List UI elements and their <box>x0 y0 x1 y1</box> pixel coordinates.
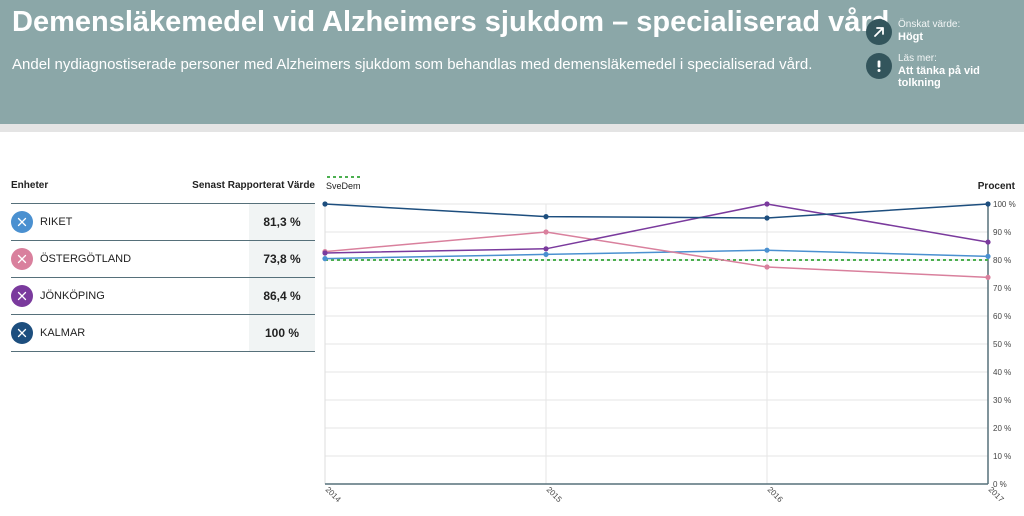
y-tick-label: 80 % <box>993 256 1011 265</box>
desired-value: Högt <box>898 31 924 43</box>
unit-name: RIKET <box>40 216 73 228</box>
y-tick-label: 40 % <box>993 368 1011 377</box>
table-row: ÖSTERGÖTLAND 73,8 % <box>11 241 315 278</box>
data-point <box>543 229 549 235</box>
y-tick-label: 30 % <box>993 396 1011 405</box>
unit-name: ÖSTERGÖTLAND <box>40 253 132 265</box>
exclamation-icon[interactable] <box>866 53 892 79</box>
data-point <box>322 256 328 262</box>
data-point <box>543 214 549 220</box>
unit-name: KALMAR <box>40 327 86 339</box>
data-point <box>322 201 328 207</box>
data-point <box>985 253 991 259</box>
unit-value: 100 % <box>249 315 315 351</box>
close-icon[interactable] <box>11 248 33 270</box>
data-point <box>764 215 770 221</box>
data-point <box>764 247 770 253</box>
x-tick-label: 2016 <box>766 485 785 504</box>
table-row: RIKET 81,3 % <box>11 204 315 241</box>
y-axis-title: Procent <box>978 181 1016 192</box>
desired-value-label: Önskat värde: <box>898 19 961 30</box>
y-tick-label: 60 % <box>993 312 1011 321</box>
x-tick-label: 2015 <box>545 485 564 504</box>
series-line <box>324 203 989 254</box>
y-tick-label: 50 % <box>993 340 1011 349</box>
y-tick-label: 100 % <box>993 200 1016 209</box>
page-title: Demensläkemedel vid Alzheimers sjukdom –… <box>12 6 890 38</box>
header-divider <box>0 124 1024 132</box>
data-point <box>543 246 549 252</box>
desired-value-info: Önskat värde: Högt <box>866 19 960 45</box>
units-table: Enheter Senast Rapporterat Värde RIKET 81… <box>11 172 315 352</box>
table-header: Enheter Senast Rapporterat Värde <box>11 172 315 204</box>
y-tick-label: 90 % <box>993 228 1011 237</box>
unit-value: 81,3 % <box>249 204 315 240</box>
y-tick-label: 10 % <box>993 452 1011 461</box>
data-point <box>985 274 991 280</box>
read-more-info[interactable]: Läs mer: Att tänka på vid tolkning <box>866 53 1024 89</box>
data-point <box>322 250 328 256</box>
y-tick-label: 70 % <box>993 284 1011 293</box>
data-point <box>543 251 549 257</box>
column-header-value: Senast Rapporterat Värde <box>192 180 315 191</box>
unit-value: 86,4 % <box>249 278 315 314</box>
page-subtitle: Andel nydiagnostiserade personer med Alz… <box>12 56 813 73</box>
arrow-up-right-icon <box>866 19 892 45</box>
data-point <box>985 201 991 207</box>
series-line <box>324 231 989 279</box>
line-chart: 0 % 10 % 20 % 30 % 40 % 50 % 60 % 70 % 80 % 90 % 1… <box>322 176 1016 504</box>
read-more-label: Läs mer: <box>898 53 937 64</box>
x-tick-label: 2014 <box>324 485 343 504</box>
y-tick-label: 20 % <box>993 424 1011 433</box>
close-icon[interactable] <box>11 322 33 344</box>
data-point <box>764 264 770 270</box>
table-row: KALMAR 100 % <box>11 315 315 352</box>
reference-legend-label: SveDem <box>326 181 361 191</box>
series-line <box>324 249 989 260</box>
close-icon[interactable] <box>11 211 33 233</box>
header: Demensläkemedel vid Alzheimers sjukdom –… <box>0 0 1024 124</box>
data-point <box>985 239 991 245</box>
series-line <box>324 203 989 219</box>
table-row: JÖNKÖPING 86,4 % <box>11 278 315 315</box>
unit-name: JÖNKÖPING <box>40 290 105 302</box>
unit-value: 73,8 % <box>249 241 315 277</box>
column-header-units: Enheter <box>11 180 49 191</box>
read-more-link[interactable]: Att tänka på vid tolkning <box>898 65 980 89</box>
data-point <box>764 201 770 207</box>
close-icon[interactable] <box>11 285 33 307</box>
y-tick-label: 0 % <box>993 480 1007 489</box>
